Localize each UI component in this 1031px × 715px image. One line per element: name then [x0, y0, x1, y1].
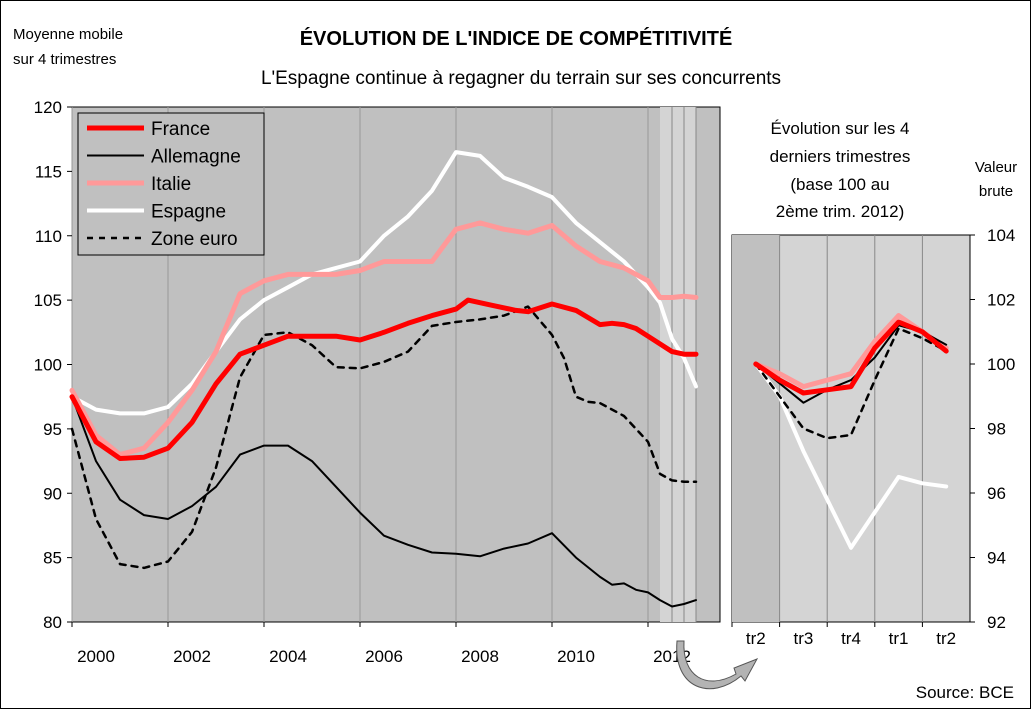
inset-base-quarter-shade	[732, 235, 780, 622]
inset-y-tick-label: 98	[987, 420, 1006, 439]
main-x-tick-label: 2008	[461, 647, 499, 666]
main-y-tick-label: 115	[35, 162, 62, 181]
main-x-tick-label: 2000	[77, 647, 115, 666]
main-x-tick-label: 2004	[269, 647, 307, 666]
inset-x-tick-label: tr2	[746, 629, 766, 648]
inset-series-line-zone-euro	[754, 327, 948, 440]
main-y-tick-label: 105	[34, 291, 62, 310]
main-y-tick-label: 90	[43, 484, 62, 503]
inset-plot: 92 94 96 98 100 102 104 tr2 tr3 tr4 tr1 tr2	[731, 226, 1015, 648]
inset-grid	[779, 235, 923, 622]
main-x-tick-label: 2002	[173, 647, 211, 666]
inset-x-tick-label: tr2	[936, 629, 956, 648]
recent-period-shade	[660, 107, 696, 622]
legend: France Allemagne Italie Espagne Zone euro	[77, 112, 265, 256]
main-y-tick-label: 85	[43, 549, 62, 568]
main-series-line-italie	[69, 220, 699, 458]
main-series-line-zone-euro	[70, 305, 698, 570]
inset-y-tick-label: 104	[987, 226, 1015, 245]
inset-y-tick-label: 100	[987, 355, 1015, 374]
inset-series-line-espagne	[753, 362, 949, 550]
inset-x-tick-label: tr1	[889, 629, 909, 648]
inset-ylabel-line-2: brute	[979, 183, 1013, 200]
inset-title-line-1: Évolution sur les 4	[771, 119, 910, 138]
inset-x-tick-label: tr3	[793, 629, 813, 648]
main-x-tick-label: 2010	[557, 647, 595, 666]
chart-title: ÉVOLUTION DE L'INDICE DE COMPÉTITIVITÉ	[300, 27, 733, 50]
main-plot: 80 85 90 95 100 105 110 115 120 2000 2002 2004 2006…	[34, 98, 721, 666]
inset-y-tick-label: 94	[987, 549, 1006, 568]
chart-subtitle: L'Espagne continue à regagner du terrain…	[261, 68, 781, 89]
inset-x-axis: tr2 tr3 tr4 tr1 tr2	[731, 622, 956, 648]
source-note: Source: BCE	[916, 683, 1014, 702]
main-x-axis: 2000 2002 2004 2006 2008 2010 2012	[71, 622, 691, 666]
main-y-tick-label: 110	[35, 227, 62, 246]
main-series	[69, 150, 699, 608]
legend-label: Zone euro	[151, 229, 238, 250]
inset-y-tick-label: 96	[987, 484, 1006, 503]
legend-label: Italie	[151, 174, 191, 195]
legend-label: Espagne	[151, 202, 226, 223]
inset-title-line-4: 2ème trim. 2012)	[776, 202, 905, 221]
main-y-tick-label: 80	[43, 613, 62, 632]
main-y-tick-label: 120	[34, 98, 62, 117]
main-y-axis: 80 85 90 95 100 105 110 115 120	[34, 98, 72, 632]
main-series-line-allemagne	[71, 395, 697, 608]
inset-x-tick-label: tr4	[841, 629, 861, 648]
legend-label: France	[151, 119, 210, 140]
main-y-tick-label: 100	[34, 356, 62, 375]
legend-label: Allemagne	[151, 147, 241, 168]
left-ylabel-line-2: sur 4 trimestres	[13, 51, 116, 68]
main-x-tick-label: 2006	[365, 647, 403, 666]
main-grid	[71, 107, 697, 622]
main-series-line-france	[69, 297, 699, 461]
left-ylabel-line-1: Moyenne mobile	[13, 26, 123, 43]
inset-title-line-2: derniers trimestres	[770, 147, 911, 166]
inset-series	[753, 313, 949, 550]
inset-y-tick-label: 92	[987, 613, 1006, 632]
curved-arrow-icon	[676, 640, 759, 690]
inset-y-axis: 92 94 96 98 100 102 104	[970, 226, 1015, 632]
inset-ylabel-line-1: Valeur	[975, 159, 1017, 176]
inset-series-line-france	[753, 319, 949, 396]
main-y-tick-label: 95	[43, 420, 62, 439]
inset-title-line-3: (base 100 au	[790, 175, 889, 194]
inset-y-tick-label: 102	[987, 291, 1015, 310]
